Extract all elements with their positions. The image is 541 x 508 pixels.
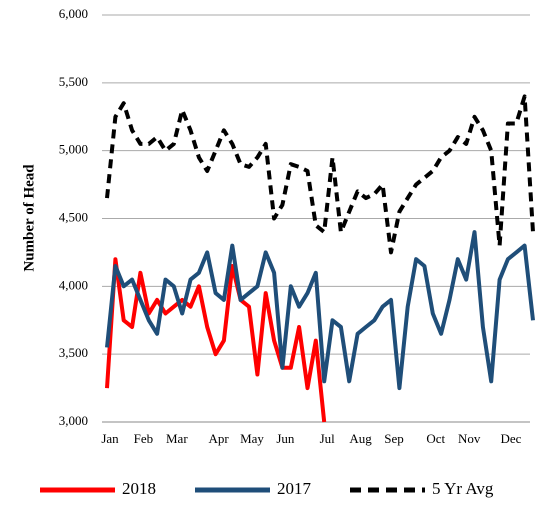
series-line [105, 94, 535, 255]
y-tick-label: 5,000 [59, 142, 88, 157]
x-tick-label: Jul [320, 431, 336, 446]
y-tick-label: 6,000 [59, 6, 88, 21]
x-tick-label: Jan [101, 431, 119, 446]
x-tick-label: Apr [208, 431, 229, 446]
legend-label: 2018 [122, 479, 156, 498]
y-axis-title: Number of Head [21, 164, 37, 272]
x-tick-label: Feb [134, 431, 154, 446]
legend-label: 2017 [277, 479, 312, 498]
y-tick-label: 3,500 [59, 345, 88, 360]
x-tick-label: Jun [276, 431, 295, 446]
x-tick-label: Oct [426, 431, 445, 446]
x-tick-label: May [240, 431, 264, 446]
x-tick-label: Sep [384, 431, 404, 446]
x-tick-label: Mar [166, 431, 188, 446]
x-tick-label: Nov [458, 431, 481, 446]
series-line [105, 230, 535, 391]
y-tick-label: 4,500 [59, 209, 88, 224]
y-tick-label: 5,500 [59, 74, 88, 89]
series-line [105, 257, 327, 423]
x-tick-label: Aug [349, 431, 372, 446]
y-tick-label: 3,000 [59, 413, 88, 428]
y-tick-label: 4,000 [59, 277, 88, 292]
x-tick-label: Dec [500, 431, 521, 446]
legend-label: 5 Yr Avg [432, 479, 494, 498]
